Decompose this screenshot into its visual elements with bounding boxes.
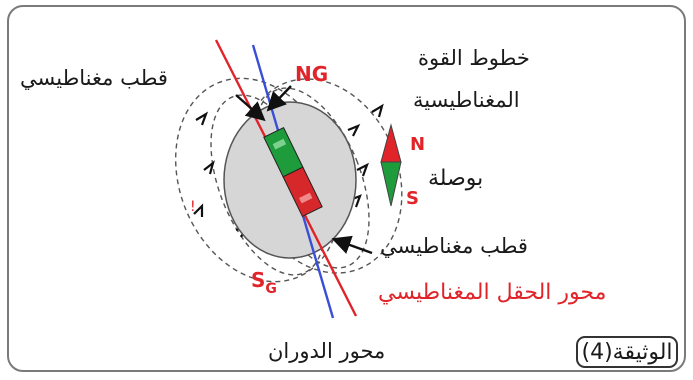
magnetic-axis-label: محور الحقل المغناطيسي (378, 280, 607, 305)
pole-top-pointer-1 (235, 94, 266, 122)
field-lines-label-line2: المغناطيسية (413, 88, 520, 112)
field-arrow-7 (371, 103, 384, 118)
ng-pointer (266, 85, 292, 112)
field-arrow-6 (356, 162, 369, 177)
field-arrow-5 (347, 123, 361, 137)
field-arrow-3 (193, 203, 204, 217)
field-arrow-2 (203, 160, 215, 175)
field-dot-red: ! (190, 199, 196, 215)
geo-south-letter: S (251, 268, 266, 292)
document-number-box: الوثيقة(4) (576, 336, 678, 368)
bar-magnet-red (282, 166, 323, 218)
compass-label: بوصلة (428, 166, 484, 191)
magnetic-pole-top-label: قطب مغناطيسي (20, 66, 168, 90)
document-number-label: الوثيقة(4) (581, 339, 673, 365)
field-arrow-1 (195, 111, 209, 126)
compass-green-half (380, 161, 402, 207)
magnetic-pole-bottom-label: قطب مغناطيسي (380, 234, 528, 258)
geo-south-sub: G (265, 281, 277, 297)
geo-north-label: NG (295, 62, 329, 86)
geo-south-label: SG (251, 268, 277, 296)
field-line-inner-right (254, 87, 370, 269)
compass-s-label: S (406, 188, 419, 209)
compass-n-label: N (410, 134, 426, 155)
bar-magnet (263, 126, 323, 218)
compass-needle (380, 123, 402, 207)
field-lines-label-line1: خطوط القوة (418, 46, 530, 70)
pole-bottom-pointer (331, 235, 373, 255)
rotation-axis-label: محور الدوران (268, 339, 386, 363)
